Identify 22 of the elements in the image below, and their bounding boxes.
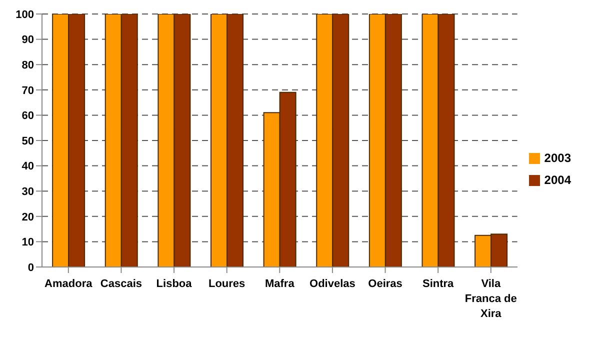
y-tick-label: 90: [22, 34, 34, 46]
y-tick-label: 100: [16, 8, 34, 21]
y-tick-label: 50: [22, 135, 34, 148]
x-tick-label: Cascais: [100, 278, 142, 290]
legend-label: 2003: [544, 150, 571, 164]
y-tick-label: 60: [22, 110, 34, 122]
y-tick-label: 30: [22, 186, 34, 198]
y-tick-label: 70: [22, 84, 34, 97]
y-tick-label: 10: [22, 236, 34, 249]
x-tick-label: Vila Franca de Xira: [464, 278, 517, 320]
x-tick-label: Mafra: [264, 278, 296, 290]
x-tick-label: Sintra: [422, 278, 455, 290]
x-tick-label: Oeiras: [368, 278, 402, 290]
y-tick-label: 40: [22, 160, 34, 173]
x-tick-label: Lisboa: [156, 278, 193, 290]
x-tick-label: Loures: [208, 278, 246, 290]
y-tick-label: 0: [28, 262, 34, 274]
y-tick-label: 20: [22, 211, 34, 224]
y-tick-label: 80: [22, 60, 34, 72]
x-tick-label: Amadora: [44, 278, 94, 290]
x-tick-label: Odivelas: [310, 278, 356, 290]
legend-label: 2004: [544, 172, 571, 186]
